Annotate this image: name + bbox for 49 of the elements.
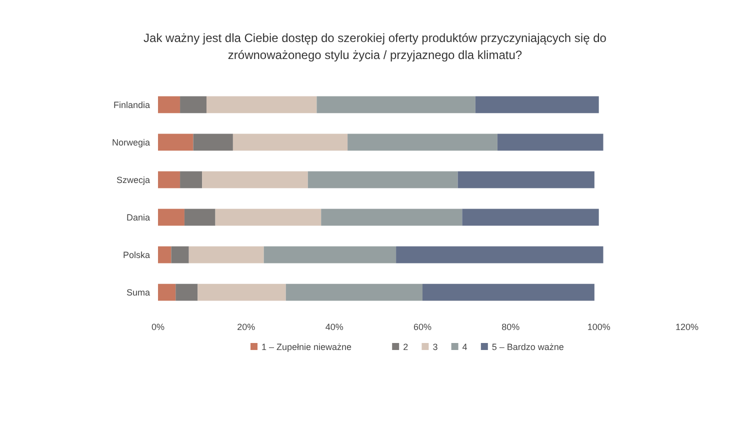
x-tick-label: 60% [413, 322, 432, 332]
legend-label: 4 [462, 342, 468, 352]
bar [396, 246, 604, 264]
bar [462, 208, 599, 226]
bar [158, 284, 176, 301]
x-tick-label: 80% [502, 322, 520, 332]
bar [422, 284, 594, 301]
bar [193, 134, 233, 151]
bar [180, 96, 206, 114]
y-tick-label: Szwecja [116, 174, 150, 185]
chart-title: Jak ważny jest dla Ciebie dostęp do szerokiej oferty produktów przyczyniających się do zrównoważonego stylu życia / przyjaznego dla klimatu? [144, 31, 607, 62]
x-tick-label: 40% [325, 322, 344, 332]
legend-label: 5 – Bardzo ważne [492, 342, 564, 352]
legend-label: 1 – Zupełnie nieważne [262, 342, 352, 352]
bar [176, 284, 198, 301]
bar [158, 208, 184, 226]
bar [215, 208, 322, 226]
bar [158, 246, 172, 264]
bar [321, 208, 462, 226]
y-tick-label: Suma [126, 287, 150, 298]
bar [264, 246, 396, 264]
bar [158, 171, 180, 188]
bar [158, 96, 180, 114]
x-tick-label: 20% [237, 322, 256, 332]
x-tick-label: 0% [151, 322, 165, 332]
bar [316, 96, 476, 114]
bar [497, 134, 604, 151]
y-tick-label: Polska [122, 250, 150, 260]
legend-label: 2 [403, 342, 408, 352]
bar [188, 246, 264, 264]
bar [475, 96, 599, 114]
legend-label: 3 [432, 342, 438, 352]
bar [286, 284, 422, 301]
bar [308, 171, 458, 188]
bar [348, 134, 498, 151]
bar [206, 96, 317, 114]
bar [198, 284, 286, 301]
x-tick-label: 100% [587, 322, 610, 332]
x-tick-label: 120% [675, 322, 699, 332]
bar [184, 208, 216, 226]
bar [458, 171, 594, 188]
bar [158, 134, 194, 151]
y-tick-label: Norwegia [112, 137, 150, 148]
bar [202, 171, 308, 188]
bar [171, 246, 189, 264]
y-tick-label: Finlandia [113, 100, 150, 110]
y-tick-label: Dania [126, 212, 150, 222]
bar [232, 134, 348, 151]
bar [180, 171, 202, 188]
